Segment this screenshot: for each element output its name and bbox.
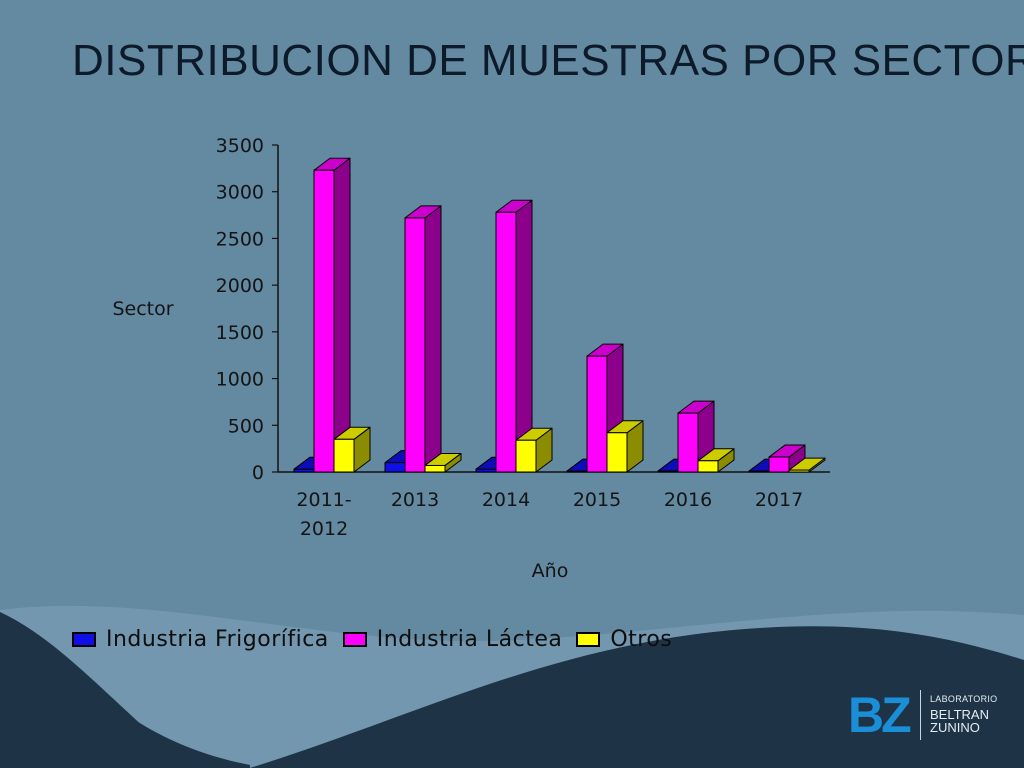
y-tick-label: 3500 xyxy=(216,135,264,157)
bar-2-4 xyxy=(697,448,735,473)
logo-divider xyxy=(920,690,921,740)
y-tick-label: 1500 xyxy=(216,322,264,344)
logo-line-1: BELTRAN xyxy=(930,707,989,722)
x-tick-label: 2016 xyxy=(664,489,712,511)
slide-title: DISTRIBUCION DE MUESTRAS POR SECTOR xyxy=(72,36,1024,85)
chart-axes xyxy=(277,145,830,473)
y-tick-label: 3000 xyxy=(216,182,264,204)
bar-1-0 xyxy=(313,157,351,473)
y-tick-label: 500 xyxy=(228,415,264,437)
legend-label-lactea: Industria Láctea xyxy=(376,626,563,652)
x-tick-label: 2014 xyxy=(482,489,530,511)
logo-line-2: ZUNINO xyxy=(930,720,980,735)
y-tick-label: 2500 xyxy=(216,228,264,250)
company-logo: BZ LABORATORIO BELTRAN ZUNINO xyxy=(848,688,998,742)
bar-2-5 xyxy=(788,457,826,473)
y-tick-label: 2000 xyxy=(216,275,264,297)
bar-2-3 xyxy=(606,420,644,473)
x-axis-label: Año xyxy=(532,560,569,582)
legend-item-frigorifica: Industria Frigorífica xyxy=(72,627,329,652)
logo-mark: BZ xyxy=(848,687,912,743)
bar-2-1 xyxy=(424,452,462,473)
y-tick-labels: 0 500 1000 1500 2000 2500 3000 3500 xyxy=(216,135,278,484)
bar-2-2 xyxy=(515,427,553,473)
logo-top-text: LABORATORIO xyxy=(930,694,998,704)
x-tick-labels: 2011- 2012 2013 2014 2015 2016 2017 xyxy=(296,489,803,540)
x-tick-label: 2012 xyxy=(300,518,348,540)
bar-1-5 xyxy=(768,444,806,473)
y-tick-label: 0 xyxy=(252,462,264,484)
legend-label-otros: Otros xyxy=(610,626,673,652)
legend-item-lactea: Industria Láctea xyxy=(342,626,563,652)
x-tick-label: 2011- xyxy=(296,489,351,511)
wave-dark-left xyxy=(0,612,190,768)
y-axis-label: Sector xyxy=(112,298,173,320)
chart-bars xyxy=(293,157,826,473)
bar-1-3 xyxy=(586,343,624,473)
legend-swatch-frigorifica xyxy=(72,631,96,647)
chart-legend: Industria Frigorífica Industria Láctea O… xyxy=(72,624,686,654)
legend-swatch-otros xyxy=(576,631,601,647)
wave-dark-band xyxy=(0,615,1024,768)
bar-1-2 xyxy=(495,199,533,473)
x-tick-label: 2015 xyxy=(573,489,621,511)
bar-1-1 xyxy=(404,205,442,473)
bar-2-0 xyxy=(333,426,371,473)
legend-label-frigorifica: Industria Frigorífica xyxy=(106,626,329,652)
legend-item-otros: Otros xyxy=(576,627,672,652)
legend-swatch-lactea xyxy=(342,631,367,647)
x-tick-label: 2013 xyxy=(391,489,439,511)
x-tick-label: 2017 xyxy=(755,489,803,511)
y-tick-label: 1000 xyxy=(216,369,264,391)
